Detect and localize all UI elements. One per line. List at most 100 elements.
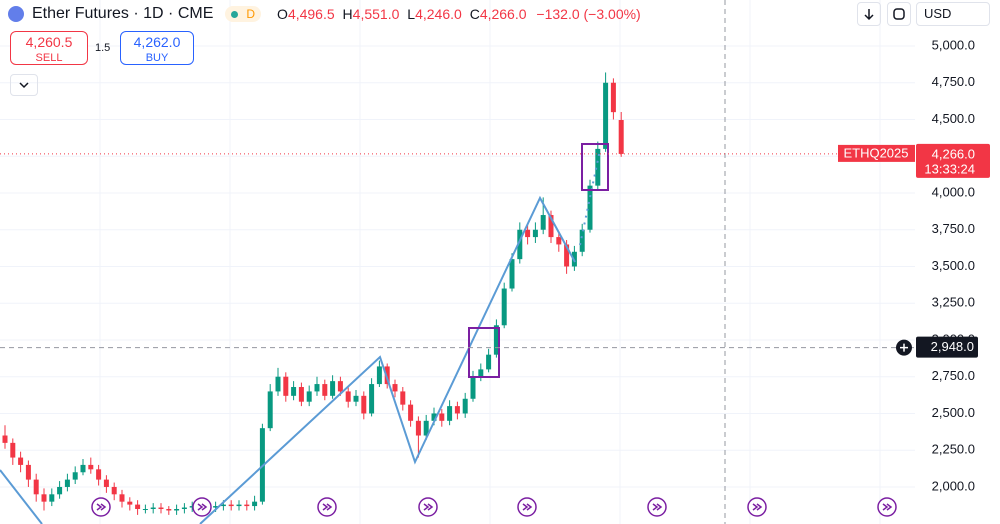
sell-price: 4,260.5 [25,34,73,50]
candle-body [470,376,476,399]
candle-body [462,398,468,414]
candle-body [431,413,437,421]
ohlc-value: 4,246.0 [415,6,462,22]
candle-body [174,509,180,511]
candle-body [369,384,375,414]
candle-body [337,381,343,392]
candle-body [587,185,593,230]
candle-body [181,507,187,510]
candle-body [361,395,367,414]
last-price-tag: 4,266.0 [932,146,975,161]
candle-body [345,391,351,402]
candle-body [213,506,219,508]
countdown: 13:33:24 [924,161,975,176]
candle-body [392,384,398,392]
candle-body [57,486,63,495]
candle-body [322,384,328,396]
candle-body [49,494,55,502]
plus-icon [900,343,908,352]
download-button[interactable] [857,2,881,26]
candle-body [166,509,172,511]
candles [2,72,624,515]
candle-body [41,494,47,502]
candle-body [220,504,226,507]
candle-body [111,486,117,495]
candle-body [80,464,86,473]
candle-body [18,457,24,465]
candle-body [579,229,585,252]
zigzag-drawing [0,469,43,524]
refresh-icon [893,8,905,20]
status-dot [231,10,239,18]
y-tick-label: 4,500.0 [932,111,975,126]
candle-body [353,395,359,402]
candle-body [564,244,570,267]
candle-body [25,464,31,480]
crosshair-tag-bg [916,336,978,358]
candle-body [548,215,554,238]
price-tags: ETHQ2025 4,266.013:33:24 2,948.0 [0,143,990,358]
highlight-box [468,327,500,378]
symbol-logo [8,6,24,22]
y-tick-label: 4,750.0 [932,74,975,89]
candle-body [127,501,133,505]
candle-body [478,369,484,377]
candle-body [540,215,546,230]
candle-body [119,494,125,502]
candle-body [142,509,148,511]
ohlc-label: H [342,6,353,22]
candle-body [103,479,109,487]
candle-body [244,504,250,507]
sell-label: SELL [35,52,63,64]
candle-body [384,366,390,385]
candle-body [228,504,234,507]
refresh-button[interactable] [887,2,911,26]
candle-body [298,387,304,402]
candle-body [486,354,492,370]
buy-label: BUY [145,52,169,64]
candle-body [267,391,273,429]
candle-body [88,464,94,470]
ohlc-label: C [469,6,480,22]
spread: 1.5 [95,42,111,54]
y-tick-label: 2,750.0 [932,368,975,383]
candle-body [135,504,141,510]
ohlc-value: 4,551.0 [352,6,400,22]
candle-body [150,507,156,510]
last-price-tag-bg [916,143,990,178]
candle-body [236,504,242,507]
candle-body [189,506,195,508]
currency-select[interactable]: USD [916,2,990,26]
candle-body [439,413,445,421]
candle-body [618,120,624,154]
collapse-button[interactable] [10,74,38,96]
candle-body [64,479,70,487]
candle-body [509,259,515,289]
candle-body [376,366,382,385]
candle-body [275,376,281,392]
arrow-icon [864,9,874,21]
ohlc-values: O4,496.5 H4,551.0 L4,246.0 C4,266.0 −132… [273,6,641,22]
grid [0,0,915,524]
highlight-box [581,143,609,191]
candle-body [454,406,460,414]
candle-body [517,229,523,260]
candle-body [493,325,499,355]
candle-body [10,442,16,458]
price-change: −132.0 (−3.00%) [536,6,641,22]
ohlc-value: 4,496.5 [287,6,335,22]
candle-body [423,420,429,436]
badge-text: D [246,7,256,21]
y-tick-label: 3,250.0 [932,295,975,310]
event-icons [91,497,897,517]
sell-button[interactable]: 4,260.5 SELL [10,31,88,65]
candle-body [595,148,601,186]
candle-body [158,507,164,510]
price-axis: 2,000.02,250.02,500.02,750.03,000.03,250… [932,37,975,493]
buy-button[interactable]: 4,262.0 BUY [120,31,194,65]
zigzag-drawing [199,195,576,524]
candle-body [415,420,421,436]
symbol-title[interactable]: Ether Futures · 1D · CME [32,5,214,22]
candle-body [610,82,616,113]
